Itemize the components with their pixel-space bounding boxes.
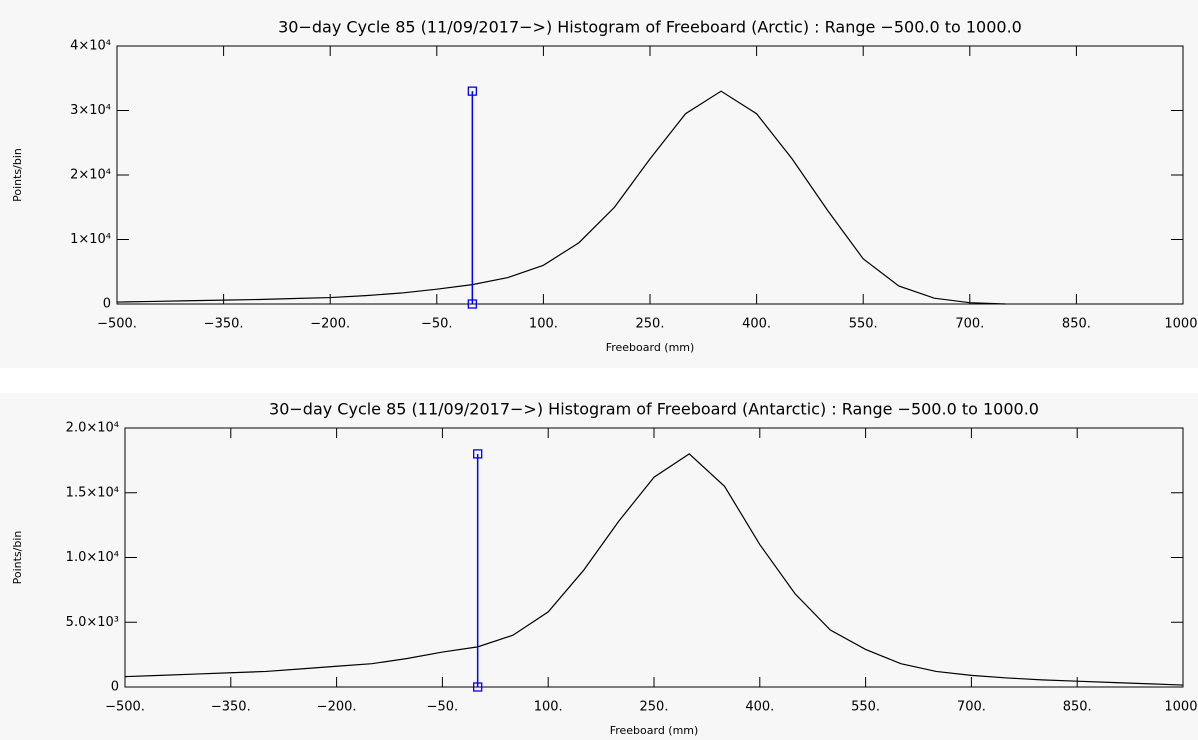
- x-tick-label: −500.: [97, 317, 137, 332]
- data-line: [124, 453, 1184, 686]
- x-tick-label: −350.: [204, 317, 244, 332]
- panel-bg: [0, 0, 1198, 368]
- marker-end: [467, 299, 477, 309]
- x-tick-label: −350.: [211, 700, 251, 715]
- x-tick-label: 700.: [955, 317, 984, 332]
- x-tick-label: 550.: [849, 317, 878, 332]
- marker-end: [473, 449, 483, 459]
- panel-bg: [0, 393, 1198, 740]
- y-tick-label: 5.0×10³: [66, 615, 119, 630]
- y-tick-label: 1.0×10⁴: [66, 550, 119, 565]
- y-tick-label: 3×10⁴: [70, 103, 111, 118]
- x-tick-label: 850.: [1063, 700, 1092, 715]
- x-tick-label: 400.: [742, 317, 771, 332]
- x-axis-label: Freeboard (mm): [610, 724, 699, 737]
- chart-title: 30−day Cycle 85 (11/09/2017−>) Histogram…: [278, 18, 1022, 37]
- x-tick-label: 250.: [636, 317, 665, 332]
- x-tick-label: 250.: [640, 700, 669, 715]
- y-axis-label: Points/bin: [11, 148, 24, 202]
- data-line: [116, 90, 1006, 305]
- x-tick-label: −50.: [421, 317, 453, 332]
- x-tick-label: 1000.: [1164, 700, 1198, 715]
- y-tick-label: 1.5×10⁴: [66, 485, 119, 500]
- x-tick-label: 850.: [1062, 317, 1091, 332]
- y-tick-label: 1×10⁴: [70, 232, 111, 247]
- y-axis-label: Points/bin: [11, 531, 24, 585]
- x-tick-label: 700.: [957, 700, 986, 715]
- x-tick-label: −200.: [317, 700, 357, 715]
- y-tick-label: 0: [111, 680, 119, 695]
- x-tick-label: 550.: [851, 700, 880, 715]
- y-tick-label: 2.0×10⁴: [66, 421, 119, 436]
- y-tick-label: 2×10⁴: [70, 168, 111, 183]
- x-tick-label: 400.: [745, 700, 774, 715]
- marker-end: [473, 682, 483, 692]
- x-axis-label: Freeboard (mm): [606, 341, 695, 354]
- marker-end: [467, 86, 477, 96]
- x-tick-label: −50.: [427, 700, 459, 715]
- y-tick-label: 4×10⁴: [70, 39, 111, 54]
- x-tick-label: 100.: [534, 700, 563, 715]
- chart-title: 30−day Cycle 85 (11/09/2017−>) Histogram…: [269, 400, 1039, 419]
- x-tick-label: 100.: [529, 317, 558, 332]
- x-tick-label: −500.: [105, 700, 145, 715]
- y-tick-label: 0: [103, 297, 111, 312]
- x-tick-label: 1000.: [1164, 317, 1198, 332]
- x-tick-label: −200.: [310, 317, 350, 332]
